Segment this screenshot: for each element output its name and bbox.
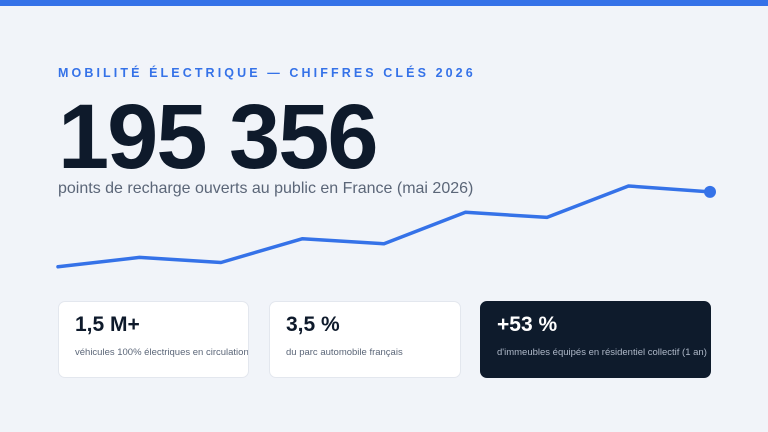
trend-endpoint [704,185,716,198]
hero-value: 195 356 [58,86,379,188]
stat-label: d'immeubles équipés en résidentiel colle… [497,347,707,358]
stat-label: du parc automobile français [286,347,403,358]
top-accent-bar [0,0,768,6]
stat-card-buildings: +53 % d'immeubles équipés en résidentiel… [480,301,711,378]
stat-value: 1,5 M+ [75,313,140,336]
stat-card-vehicles: 1,5 M+ véhicules 100% électriques en cir… [58,301,249,378]
hero-caption: points de recharge ouverts au public en … [58,180,474,197]
section-eyebrow: MOBILITÉ ÉLECTRIQUE — CHIFFRES CLÉS 2026 [58,66,476,80]
trend-line [56,184,712,269]
stat-value: +53 % [497,313,558,336]
stat-label: véhicules 100% électriques en circulatio… [75,347,249,358]
stat-value: 3,5 % [286,313,340,336]
stat-card-fleet-share: 3,5 % du parc automobile français [269,301,461,378]
